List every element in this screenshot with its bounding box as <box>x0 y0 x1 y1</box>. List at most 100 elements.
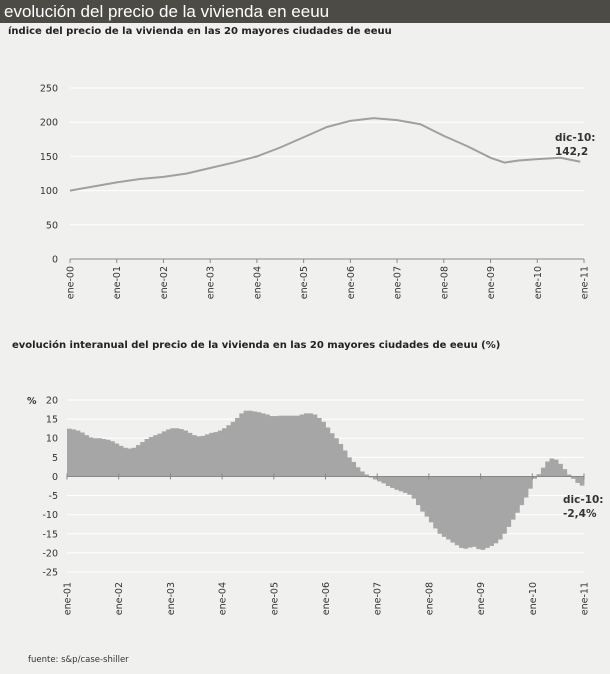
x-tick-label: ene-01 <box>63 582 74 615</box>
x-tick-label: ene-04 <box>252 266 263 299</box>
bar <box>110 441 115 477</box>
bar <box>476 476 481 550</box>
bar <box>334 438 339 477</box>
bar <box>144 438 150 477</box>
bar <box>459 476 464 548</box>
bar <box>359 471 365 477</box>
bar <box>118 445 124 477</box>
bar <box>454 476 460 546</box>
bar <box>252 411 257 477</box>
bar <box>273 416 279 477</box>
bar <box>291 415 296 477</box>
bar <box>527 476 533 489</box>
bar <box>390 476 395 488</box>
bar <box>123 447 128 477</box>
x-tick-label: ene-01 <box>112 266 123 299</box>
bar <box>446 476 451 540</box>
source-note: fuente: s&p/case-shiller <box>28 655 129 665</box>
bar <box>441 476 447 537</box>
y-tick-label: -25 <box>42 568 58 579</box>
bar <box>489 476 494 547</box>
y-tick-label: 200 <box>40 118 58 129</box>
y-tick-label: 0 <box>52 255 58 266</box>
bar <box>484 476 490 548</box>
y-tick-label: 15 <box>46 415 58 426</box>
bar <box>381 476 387 484</box>
bar <box>174 428 180 477</box>
bar <box>502 476 507 534</box>
y-tick-label: 100 <box>40 186 58 197</box>
bar <box>217 430 223 477</box>
x-tick-label: ene-07 <box>393 266 404 299</box>
bar <box>166 429 171 477</box>
x-tick-label: ene-02 <box>114 582 125 615</box>
bar <box>536 474 542 477</box>
bar <box>92 438 98 477</box>
bar <box>191 435 197 477</box>
y-axis-unit: % <box>27 396 37 407</box>
bar <box>235 417 240 477</box>
bar <box>562 469 568 477</box>
y-tick-label: 50 <box>46 220 58 231</box>
bar <box>84 435 89 477</box>
bar <box>148 437 154 477</box>
bar <box>127 448 133 477</box>
chart2-title: evolución interanual del precio de la vi… <box>12 340 501 351</box>
x-tick-label: ene-10 <box>528 582 539 615</box>
bar <box>114 443 120 477</box>
bar <box>316 417 322 477</box>
x-tick-label: ene-03 <box>166 582 177 615</box>
annotation-label: dic-10: <box>563 494 604 506</box>
bar <box>170 428 176 477</box>
bar <box>364 474 369 477</box>
x-tick-label: ene-09 <box>476 582 487 615</box>
bar <box>67 428 72 477</box>
bar <box>415 476 421 506</box>
bar <box>278 415 283 477</box>
x-tick-label: ene-04 <box>218 582 229 615</box>
annotation-label: dic-10: <box>555 132 596 144</box>
bar <box>299 414 305 477</box>
bar <box>204 434 210 477</box>
bar <box>256 412 262 477</box>
bar <box>420 476 425 512</box>
bar <box>351 461 357 477</box>
bar <box>321 421 326 477</box>
x-tick-label: ene-06 <box>321 582 332 615</box>
bar <box>377 476 382 482</box>
bar <box>347 457 352 477</box>
bar <box>372 476 378 480</box>
bar <box>213 432 219 477</box>
bar <box>515 476 520 513</box>
bar <box>368 476 374 478</box>
x-tick-label: ene-08 <box>424 582 435 615</box>
x-tick-label: ene-09 <box>486 266 497 299</box>
bar <box>571 476 576 479</box>
bar <box>450 476 456 543</box>
bar <box>338 443 344 477</box>
bar <box>523 476 529 498</box>
bar <box>437 476 443 534</box>
annotation-value: -2,4% <box>563 508 597 520</box>
bar <box>355 467 361 477</box>
bar <box>230 421 236 477</box>
bar <box>549 458 555 477</box>
bar <box>131 447 137 477</box>
bar <box>161 431 167 477</box>
x-tick-label: ene-06 <box>346 266 357 299</box>
bar <box>75 430 81 477</box>
bar <box>243 410 249 477</box>
bar <box>325 427 331 477</box>
bar <box>403 476 408 493</box>
bar <box>260 413 266 477</box>
bar <box>424 476 430 517</box>
y-tick-label: 150 <box>40 152 58 163</box>
bar <box>295 415 301 477</box>
bar <box>558 463 563 477</box>
bar <box>579 476 585 486</box>
bar <box>200 435 206 477</box>
x-tick-label: ene-03 <box>206 266 217 299</box>
bar <box>183 430 189 477</box>
x-tick-label: ene-11 <box>580 266 591 299</box>
bar <box>532 476 538 479</box>
